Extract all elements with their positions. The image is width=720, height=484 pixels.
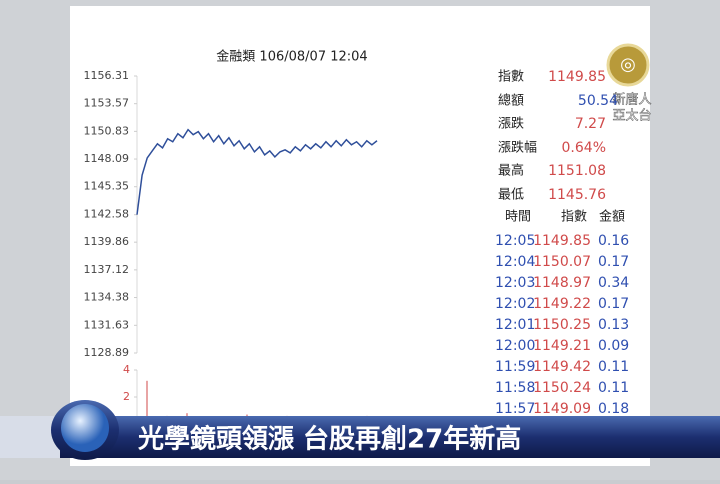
- quote-value: 1149.85: [548, 69, 606, 85]
- quote-value: 50.54: [578, 93, 618, 109]
- table-cell: 1150.24: [533, 380, 591, 396]
- quote-label: 漲跌幅: [498, 140, 537, 156]
- table-cell: 1149.21: [533, 338, 591, 354]
- table-cell: 0.34: [598, 275, 629, 291]
- y-tick-label: 1131.63: [84, 318, 130, 331]
- table-cell: 11:59: [495, 359, 535, 375]
- table-cell: 0.16: [598, 233, 629, 249]
- logo-text: 亞太台: [612, 109, 651, 124]
- y-tick-label: 1134.38: [84, 291, 130, 304]
- quote-value: 1145.76: [548, 187, 606, 203]
- y-tick-label: 1145.35: [84, 180, 130, 193]
- globe: [61, 404, 109, 452]
- table-cell: 0.18: [598, 401, 629, 417]
- banner: 光學鏡頭領漲 台股再創27年新高: [0, 400, 720, 460]
- table-header: 金額: [599, 209, 625, 225]
- quote-value: 7.27: [575, 116, 606, 132]
- table-cell: 12:05: [495, 233, 535, 249]
- table-cell: 1149.85: [533, 233, 591, 249]
- table-cell: 0.13: [598, 317, 629, 333]
- y-tick-label: 1153.57: [84, 97, 130, 110]
- panel: [70, 6, 650, 466]
- table-cell: 12:02: [495, 296, 535, 312]
- table-cell: 0.17: [598, 254, 629, 270]
- quote-value: 0.64%: [562, 140, 606, 156]
- y-tick-label: 1142.58: [84, 208, 130, 221]
- table-cell: 1150.25: [533, 317, 591, 333]
- table-cell: 0.09: [598, 338, 629, 354]
- headline: 光學鏡頭領漲 台股再創27年新高: [137, 424, 521, 455]
- y-tick-label: 1128.89: [84, 346, 130, 359]
- table-cell: 1149.42: [533, 359, 591, 375]
- table-cell: 1148.97: [533, 275, 591, 291]
- table-header: 時間: [505, 210, 531, 225]
- chart-title: 金融類 106/08/07 12:04: [216, 49, 367, 65]
- table-cell: 1149.22: [533, 296, 591, 312]
- table-cell: 12:01: [495, 317, 535, 333]
- table-cell: 11:58: [495, 380, 535, 396]
- banner-bar: [60, 416, 720, 458]
- y-tick-label: 1150.83: [84, 124, 130, 137]
- quote-label: 指數: [498, 70, 524, 85]
- line: [136, 128, 378, 215]
- quote-label: 最高: [498, 163, 524, 179]
- table-header: 指數: [561, 210, 587, 225]
- y-tick-label: 4: [123, 363, 130, 376]
- table-cell: 0.11: [598, 359, 629, 375]
- y-tick-label: 1148.09: [84, 152, 130, 165]
- logo: ◎ 新唐人 亞太台: [606, 43, 652, 124]
- table-cell: 0.17: [598, 296, 629, 312]
- quote-value: 1151.08: [548, 163, 606, 179]
- table-cell: 12:04: [495, 254, 535, 270]
- quote-label: 漲跌: [498, 116, 524, 132]
- table-cell: 12:00: [495, 338, 535, 354]
- table-cell: 1149.09: [533, 401, 591, 417]
- quote-label: 最低: [498, 188, 524, 203]
- y-tick-label: 1137.12: [84, 263, 130, 276]
- quote-label: 總額: [498, 93, 524, 109]
- svg-text:◎: ◎: [620, 54, 636, 75]
- bar: [146, 380, 148, 424]
- table-cell: 0.11: [598, 380, 629, 396]
- y-tick-label: 2: [123, 390, 130, 403]
- table-cell: 12:03: [495, 275, 535, 291]
- y-tick-label: 1139.86: [84, 235, 130, 248]
- logo-text: 新唐人: [612, 92, 651, 108]
- table-cell: 11:57: [495, 401, 535, 417]
- table-cell: 1150.07: [533, 254, 591, 270]
- y-tick-label: 1156.31: [84, 69, 130, 82]
- banner-lead: [0, 416, 60, 458]
